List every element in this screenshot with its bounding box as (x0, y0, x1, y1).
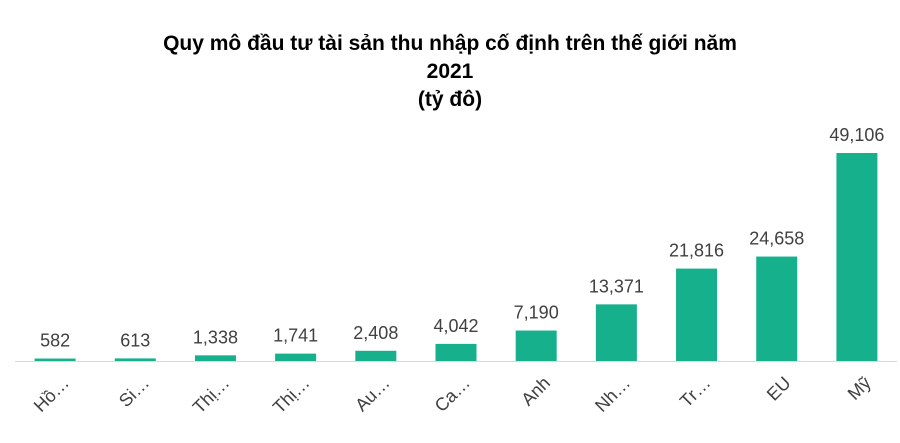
bar-6 (515, 330, 557, 361)
chart-title-line-1: Quy mô đầu tư tài sản thu nhập cố định t… (163, 32, 737, 55)
bar-8 (676, 268, 718, 361)
x-tick-label-0: Hồ… (30, 373, 73, 416)
bar-4 (355, 350, 397, 361)
x-tick-label-7: Nh… (591, 373, 634, 416)
bar-5 (435, 343, 477, 361)
x-tick-label-1: Si… (115, 373, 153, 411)
x-tick-labels-layer: Hồ… Si… Thị… Thị… Au… Ca… Anh Nh… Tr… EU Mỹ (30, 373, 875, 418)
data-label-2: 1,338 (193, 327, 238, 347)
x-tick-label-9: EU (763, 373, 795, 405)
data-label-10: 49,106 (829, 125, 884, 145)
bar-7 (595, 304, 637, 361)
bar-0 (34, 358, 76, 361)
bar-3 (275, 353, 317, 361)
data-label-5: 4,042 (433, 316, 478, 336)
bar-1 (114, 358, 156, 361)
bar-2 (194, 355, 236, 361)
x-tick-label-6: Anh (517, 373, 554, 410)
x-tick-label-4: Au… (351, 373, 393, 415)
data-label-7: 13,371 (589, 276, 644, 296)
chart-title-line-3: (tỷ đô) (417, 88, 483, 111)
chart-title: Quy mô đầu tư tài sản thu nhập cố định t… (0, 30, 900, 114)
x-tick-label-8: Tr… (676, 373, 714, 411)
data-labels-layer: 582 613 1,338 1,741 2,408 4,042 7,190 13,371 21,… (40, 125, 884, 351)
x-tick-label-10: Mỹ (844, 373, 875, 404)
x-tick-label-5: Ca… (431, 373, 474, 416)
data-label-9: 24,658 (749, 229, 804, 249)
x-tick-label-3: Thị… (269, 373, 314, 418)
bar-10 (836, 153, 878, 361)
bars-layer (34, 153, 878, 361)
bar-9 (756, 256, 798, 361)
data-label-8: 21,816 (669, 241, 724, 261)
data-label-6: 7,190 (514, 303, 559, 323)
data-label-1: 613 (120, 330, 150, 350)
chart-title-line-2: 2021 (426, 60, 474, 83)
data-label-4: 2,408 (353, 323, 398, 343)
x-tick-label-2: Thị… (189, 373, 234, 418)
data-label-0: 582 (40, 331, 70, 351)
data-label-3: 1,741 (273, 326, 318, 346)
